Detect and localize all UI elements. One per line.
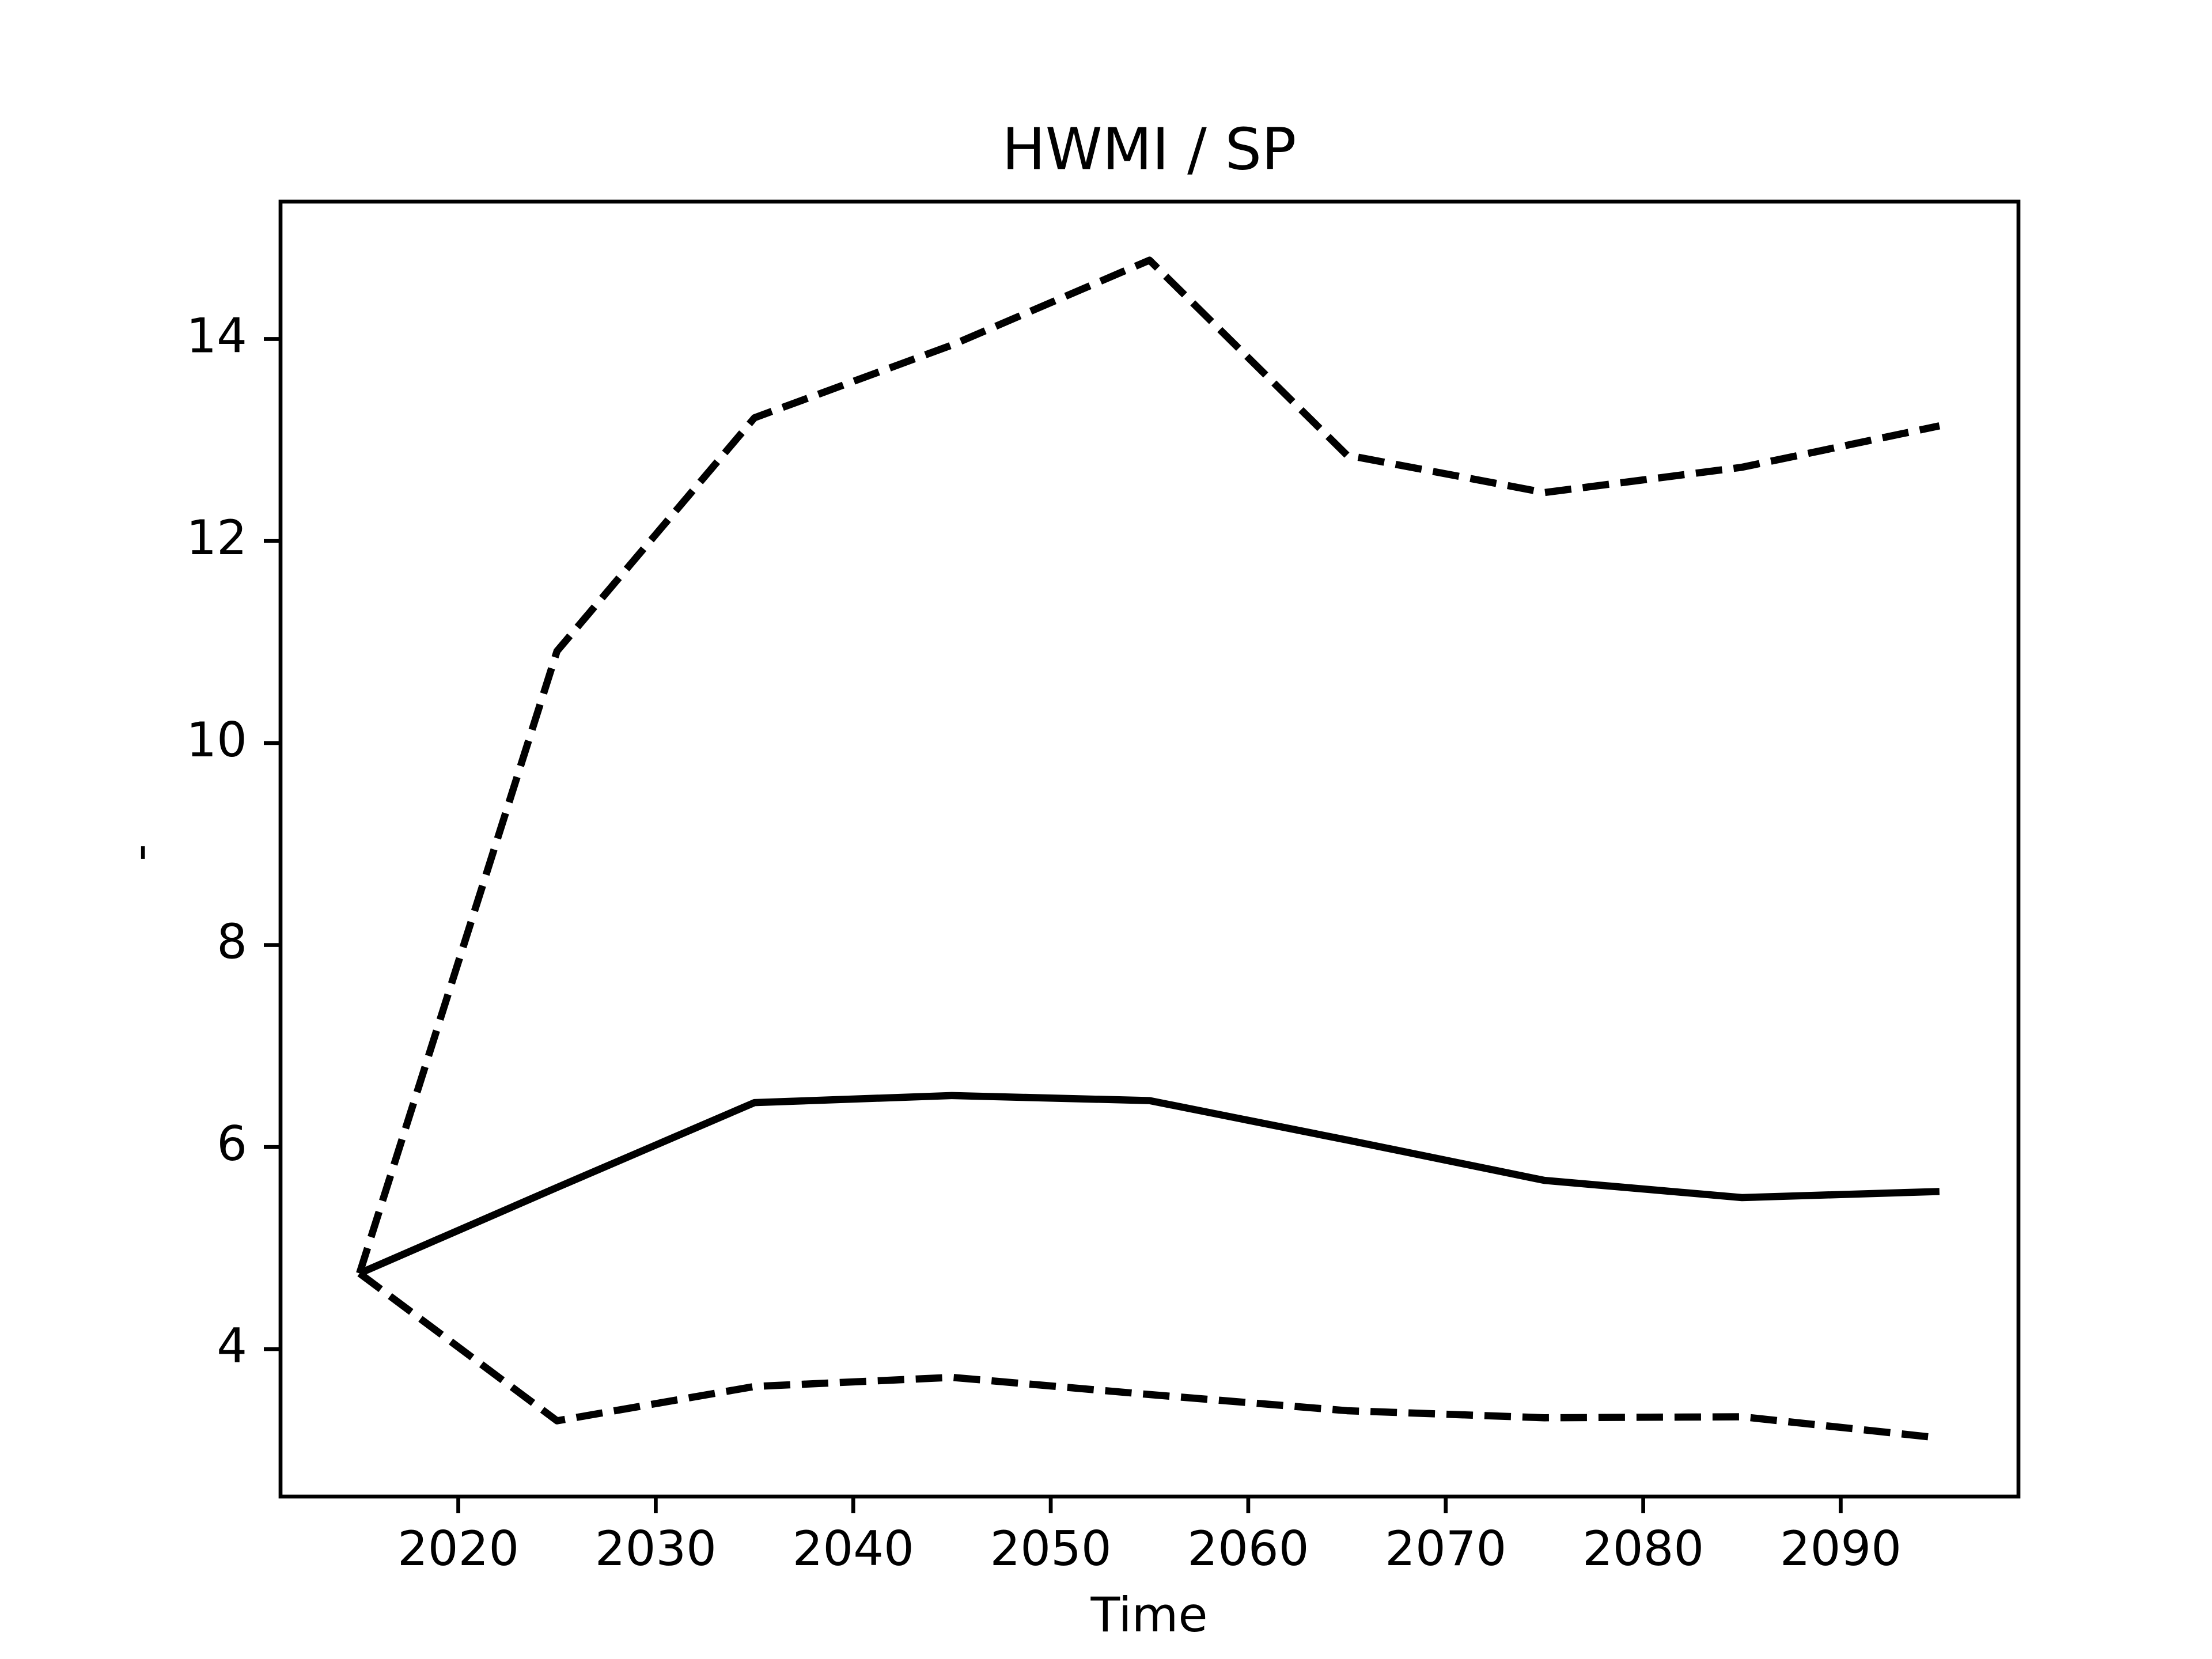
y-tick-label: 14 [186,308,247,363]
line-series [356,256,1941,1275]
y-axis-label: - [112,844,168,861]
y-tick-label: 4 [217,1318,247,1374]
x-axis-label: Time [1090,1587,1207,1643]
x-tick-label: 2040 [793,1521,914,1577]
x-tick-label: 2090 [1780,1521,1902,1577]
line-series [357,1270,1940,1442]
x-tick-label: 2060 [1187,1521,1309,1577]
y-tick-label: 10 [186,712,247,768]
x-tick-label: 2070 [1385,1521,1506,1577]
chart-title: HWMI / SP [1002,115,1297,183]
x-tick-label: 2020 [397,1521,519,1577]
line-series [358,1092,1940,1277]
y-tick-label: 8 [217,914,247,970]
plot-frame [278,199,2021,1499]
y-tick-label: 6 [217,1116,247,1172]
x-tick-label: 2030 [595,1521,717,1577]
x-tick-label: 2080 [1582,1521,1704,1577]
y-tick-label: 12 [186,510,247,566]
x-tick-label: 2050 [990,1521,1111,1577]
